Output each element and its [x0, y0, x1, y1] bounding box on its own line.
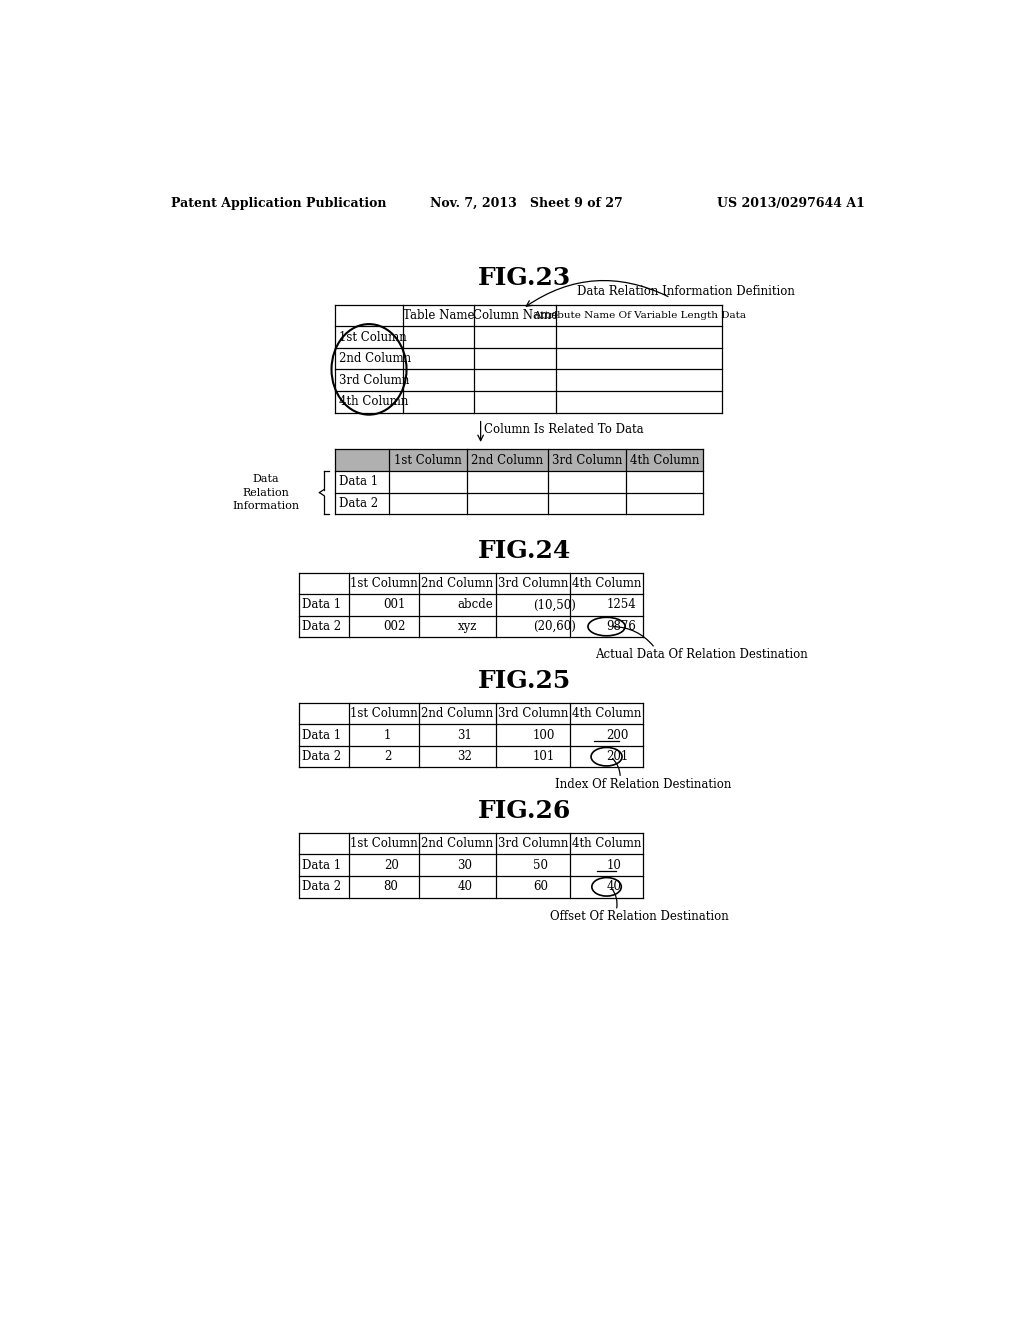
Text: Data 1: Data 1 — [302, 598, 341, 611]
Text: FIG.25: FIG.25 — [478, 669, 571, 693]
Text: 1st Column: 1st Column — [339, 330, 407, 343]
Text: (10,50): (10,50) — [532, 598, 575, 611]
Text: 2nd Column: 2nd Column — [421, 708, 494, 721]
Text: Data 2: Data 2 — [302, 880, 341, 894]
Text: (20,60): (20,60) — [532, 620, 575, 634]
Text: Attribute Name Of Variable Length Data: Attribute Name Of Variable Length Data — [532, 312, 745, 319]
Text: 60: 60 — [532, 880, 548, 894]
Text: 4th Column: 4th Column — [339, 395, 409, 408]
Text: xyz: xyz — [458, 620, 477, 634]
Text: 10: 10 — [606, 859, 622, 871]
Text: 2nd Column: 2nd Column — [339, 352, 411, 366]
Text: 2: 2 — [384, 750, 391, 763]
Text: FIG.23: FIG.23 — [478, 265, 571, 290]
Text: Nov. 7, 2013   Sheet 9 of 27: Nov. 7, 2013 Sheet 9 of 27 — [430, 197, 623, 210]
Text: 40: 40 — [458, 880, 472, 894]
Text: 1st Column: 1st Column — [350, 708, 418, 721]
Text: 31: 31 — [458, 729, 472, 742]
Text: 101: 101 — [532, 750, 555, 763]
Text: 50: 50 — [532, 859, 548, 871]
Text: 30: 30 — [458, 859, 472, 871]
Text: 3rd Column: 3rd Column — [339, 374, 410, 387]
Text: 9876: 9876 — [606, 620, 637, 634]
Text: abcde: abcde — [458, 598, 494, 611]
Text: Data 2: Data 2 — [339, 496, 378, 510]
Text: 1254: 1254 — [606, 598, 636, 611]
Text: 002: 002 — [384, 620, 407, 634]
Text: 4th Column: 4th Column — [630, 454, 699, 467]
Text: 2nd Column: 2nd Column — [421, 577, 494, 590]
Text: Table Name: Table Name — [403, 309, 474, 322]
Text: Patent Application Publication: Patent Application Publication — [171, 197, 386, 210]
Text: 1st Column: 1st Column — [350, 837, 418, 850]
Text: FIG.26: FIG.26 — [478, 800, 571, 824]
Text: Data 1: Data 1 — [302, 729, 341, 742]
Text: 40: 40 — [606, 880, 622, 894]
Text: Column Name: Column Name — [472, 309, 558, 322]
Text: 3rd Column: 3rd Column — [498, 708, 568, 721]
Text: 001: 001 — [384, 598, 407, 611]
Text: 2nd Column: 2nd Column — [421, 837, 494, 850]
Text: Column Is Related To Data: Column Is Related To Data — [484, 422, 644, 436]
Text: 201: 201 — [606, 750, 629, 763]
Text: Data 1: Data 1 — [339, 475, 378, 488]
Text: 2nd Column: 2nd Column — [471, 454, 544, 467]
Text: 1st Column: 1st Column — [350, 577, 418, 590]
Text: 4th Column: 4th Column — [571, 577, 641, 590]
Text: 1: 1 — [384, 729, 391, 742]
Text: Index Of Relation Destination: Index Of Relation Destination — [555, 777, 731, 791]
Text: FIG.24: FIG.24 — [478, 539, 571, 564]
Text: 100: 100 — [532, 729, 555, 742]
Text: Data Relation Information Definition: Data Relation Information Definition — [578, 285, 795, 298]
Text: 32: 32 — [458, 750, 472, 763]
Text: 200: 200 — [606, 729, 629, 742]
Text: Data
Relation
Information: Data Relation Information — [232, 474, 299, 511]
Text: Data 1: Data 1 — [302, 859, 341, 871]
Text: 3rd Column: 3rd Column — [498, 577, 568, 590]
Text: 4th Column: 4th Column — [571, 708, 641, 721]
Text: 1st Column: 1st Column — [394, 454, 462, 467]
Text: Offset Of Relation Destination: Offset Of Relation Destination — [550, 911, 729, 924]
Text: Data 2: Data 2 — [302, 750, 341, 763]
Text: 3rd Column: 3rd Column — [552, 454, 622, 467]
Text: Data 2: Data 2 — [302, 620, 341, 634]
Text: 3rd Column: 3rd Column — [498, 837, 568, 850]
Text: 80: 80 — [384, 880, 398, 894]
Bar — [335, 450, 703, 471]
Text: 4th Column: 4th Column — [571, 837, 641, 850]
Text: 20: 20 — [384, 859, 398, 871]
Text: Actual Data Of Relation Destination: Actual Data Of Relation Destination — [595, 648, 808, 661]
Text: US 2013/0297644 A1: US 2013/0297644 A1 — [717, 197, 865, 210]
